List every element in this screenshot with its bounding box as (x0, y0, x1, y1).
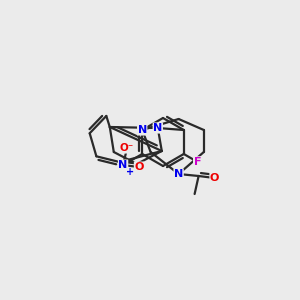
Text: N: N (138, 125, 147, 135)
Text: O⁻: O⁻ (120, 143, 134, 153)
Text: N: N (153, 123, 162, 133)
Text: O: O (210, 173, 219, 183)
Text: N: N (174, 169, 183, 179)
Text: +: + (126, 167, 134, 177)
Text: O: O (134, 162, 144, 172)
Text: N: N (118, 160, 128, 170)
Text: F: F (194, 157, 201, 167)
